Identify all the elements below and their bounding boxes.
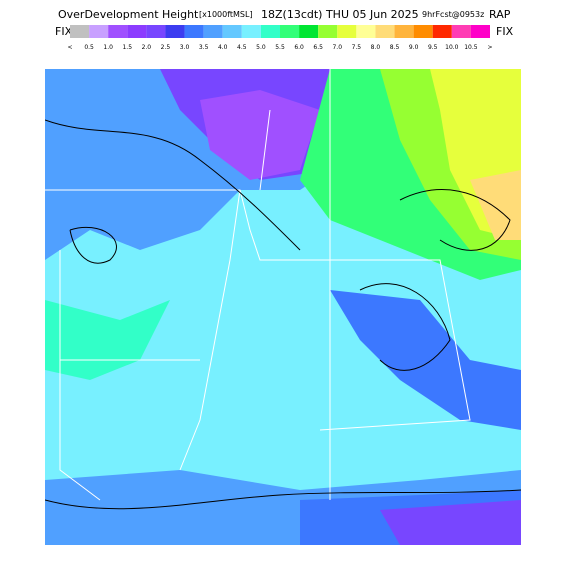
legend-swatch <box>146 25 166 38</box>
region <box>330 290 521 430</box>
legend-label: 9.5 <box>428 44 438 51</box>
title: OverDevelopment Height <box>58 8 199 21</box>
legend-label: 8.5 <box>390 44 400 51</box>
legend-label: 10.5 <box>464 44 478 51</box>
legend-label: < <box>67 44 72 51</box>
legend-swatch <box>89 25 109 38</box>
legend-swatch <box>184 25 204 38</box>
legend-label: 1.0 <box>103 44 113 51</box>
legend-swatch <box>165 25 185 38</box>
legend-right: FIX <box>496 25 514 38</box>
legend-swatch <box>413 25 433 38</box>
legend-label: 5.0 <box>256 44 266 51</box>
legend-swatch <box>356 25 376 38</box>
legend-swatch <box>70 25 90 38</box>
contours <box>45 119 521 510</box>
model: RAP <box>489 8 511 21</box>
legend-label: 6.0 <box>294 44 304 51</box>
legend-swatch <box>470 25 490 38</box>
legend-swatch <box>127 25 147 38</box>
legend-swatch <box>318 25 338 38</box>
legend-swatch <box>337 25 357 38</box>
legend-label: 2.5 <box>161 44 171 51</box>
forecast: 9hrFcst@0953z <box>422 10 484 19</box>
valid-time: 18Z(13cdt) THU 05 Jun 2025 <box>261 8 419 21</box>
legend-swatch <box>108 25 128 38</box>
legend-label: 7.5 <box>352 44 362 51</box>
legend-swatch <box>241 25 261 38</box>
legend-swatch <box>451 25 471 38</box>
legend-swatch <box>375 25 395 38</box>
legend-swatch <box>432 25 452 38</box>
legend-label: 10.0 <box>445 44 459 51</box>
legend-label: 9.0 <box>409 44 419 51</box>
map <box>45 69 521 545</box>
legend-swatch <box>394 25 414 38</box>
legend-label: 3.0 <box>180 44 190 51</box>
legend-label: > <box>487 44 492 51</box>
legend-label: 3.5 <box>199 44 209 51</box>
legend-left: FIX <box>55 25 73 38</box>
legend-label: 7.0 <box>332 44 342 51</box>
legend-label: 0.5 <box>84 44 94 51</box>
state-borders <box>45 69 471 501</box>
legend-swatch <box>299 25 319 38</box>
legend-swatch <box>280 25 300 38</box>
region <box>380 500 521 545</box>
legend-label: 6.5 <box>313 44 323 51</box>
legend-label: 4.5 <box>237 44 247 51</box>
legend-swatch <box>260 25 280 38</box>
legend-label: 2.0 <box>142 44 152 51</box>
legend-label: 5.5 <box>275 44 285 51</box>
legend-swatch <box>203 25 223 38</box>
region <box>200 90 320 180</box>
units: [x1000ftMSL] <box>199 10 253 19</box>
region <box>470 170 521 240</box>
legend-label: 8.0 <box>371 44 381 51</box>
legend-swatch <box>222 25 242 38</box>
legend-label: 4.0 <box>218 44 228 51</box>
legend-label: 1.5 <box>122 44 132 51</box>
